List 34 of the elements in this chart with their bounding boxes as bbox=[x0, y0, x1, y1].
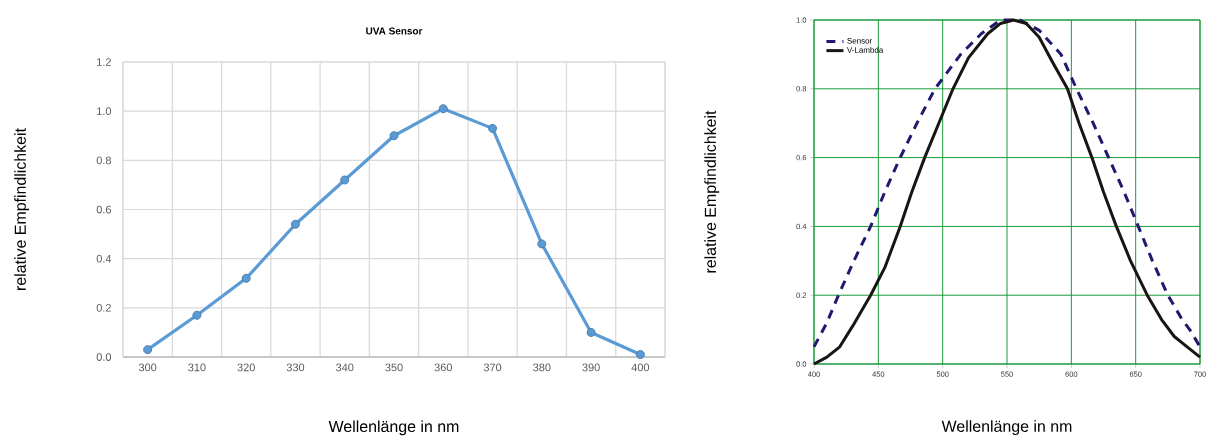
point bbox=[143, 345, 153, 355]
y-axis-title: relative Empfindlichkeit bbox=[14, 128, 30, 290]
x-axis-title: Wellenlänge in nm bbox=[941, 420, 1072, 436]
point bbox=[488, 123, 498, 133]
chart-title: UVA Sensor bbox=[366, 27, 423, 35]
x-tick-label: 320 bbox=[237, 363, 255, 372]
x-tick-label: 380 bbox=[533, 363, 551, 372]
point bbox=[586, 327, 596, 337]
x-tick-label: 370 bbox=[483, 363, 502, 372]
x-tick-label: 390 bbox=[582, 363, 600, 372]
y-tick-label: 0.6 bbox=[96, 205, 111, 214]
x-tick-label: 310 bbox=[188, 363, 206, 372]
y-axis-title: relative Empfindlichkeit bbox=[704, 110, 720, 273]
x-tick-label: 400 bbox=[631, 363, 650, 372]
x-axis-title: Wellenlänge in nm bbox=[328, 420, 459, 436]
point bbox=[290, 219, 300, 229]
point bbox=[340, 175, 350, 185]
y-tick-label: 0.2 bbox=[96, 303, 111, 312]
point bbox=[438, 104, 448, 114]
point bbox=[241, 273, 251, 283]
x-tick-label: 360 bbox=[434, 363, 452, 372]
x-tick-label: 340 bbox=[336, 363, 354, 372]
x-tick-label: 330 bbox=[286, 363, 305, 372]
point bbox=[192, 310, 202, 320]
x-tick-label: 350 bbox=[385, 363, 403, 372]
point bbox=[537, 239, 547, 249]
point bbox=[635, 350, 645, 360]
y-tick-label: 0.8 bbox=[96, 156, 111, 165]
y-tick-label: 0.4 bbox=[96, 254, 112, 263]
x-tick-label: 300 bbox=[138, 363, 157, 372]
y-tick-label: 0.0 bbox=[96, 353, 112, 361]
y-tick-label: 1.2 bbox=[97, 58, 111, 66]
y-tick-label: 1.0 bbox=[97, 107, 112, 116]
point bbox=[389, 131, 399, 141]
